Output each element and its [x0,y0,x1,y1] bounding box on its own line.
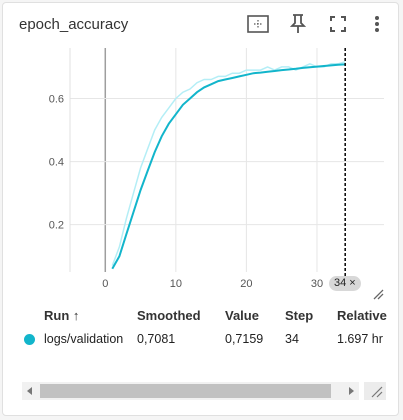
scroll-thumb[interactable] [40,384,331,398]
column-header-relative[interactable]: Relative [337,308,387,323]
pin-button[interactable] [286,12,310,36]
scroll-left-icon[interactable] [27,387,32,395]
step-badge-label: 34 [334,277,347,289]
more-button[interactable] [365,12,389,36]
run-name: logs/validation [44,332,124,346]
fullscreen-icon [330,16,346,32]
fit-domain-button[interactable] [246,12,270,36]
horizontal-scrollbar[interactable] [22,382,359,400]
scroll-right-icon[interactable] [349,387,354,395]
column-header-step[interactable]: Step [285,308,314,323]
raw-value: 0,7159 [225,332,264,346]
line-chart[interactable]: 0 10 20 30 0.2 0.4 0.6 [0,0,403,300]
y-tick-label: 0.6 [49,93,64,105]
relative-value: 1.697 hr [337,332,383,346]
column-header-value[interactable]: Value [225,308,259,323]
smoothed-value: 0,7081 [137,332,176,346]
raw-series-line [111,61,346,266]
run-color-dot [24,334,35,345]
y-tick-label: 0.4 [49,157,64,169]
card-title: epoch_accuracy [19,16,129,33]
step-badge-close-icon[interactable]: × [349,277,356,289]
scalar-card [2,2,399,416]
x-tick-label: 0 [102,278,108,290]
pin-icon [290,14,306,33]
smoothed-series-line [111,63,346,270]
more-vert-icon [375,16,379,32]
x-tick-label: 10 [170,278,182,290]
y-tick-label: 0.2 [49,220,64,232]
resize-handle-icon[interactable] [372,288,384,300]
fit-domain-icon [247,15,269,33]
table-resize-icon[interactable] [364,382,386,400]
x-tick-label: 20 [240,278,252,290]
column-header-run[interactable]: Run ↑ [44,308,80,323]
column-header-smoothed[interactable]: Smoothed [137,308,201,323]
step-badge[interactable]: 34 × [329,276,361,291]
step-value: 34 [285,332,299,346]
x-tick-label: 30 [311,278,323,290]
fullscreen-button[interactable] [326,12,350,36]
scroll-corner [364,382,386,400]
